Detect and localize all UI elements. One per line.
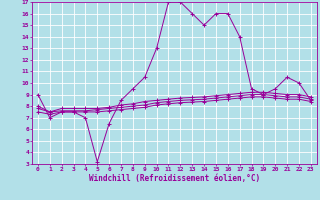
X-axis label: Windchill (Refroidissement éolien,°C): Windchill (Refroidissement éolien,°C) xyxy=(89,174,260,183)
